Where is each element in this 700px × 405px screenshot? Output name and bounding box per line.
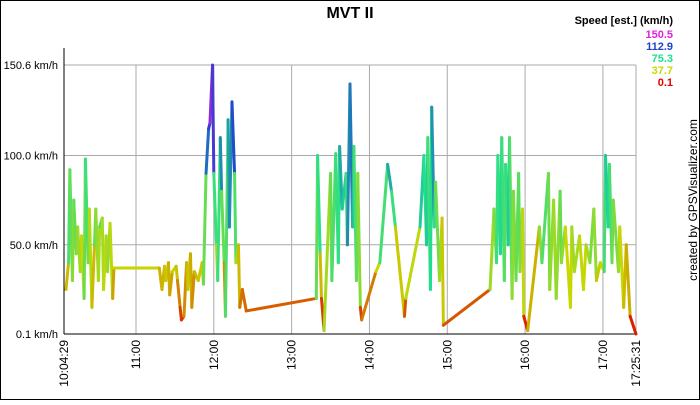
y-tick-label: 50.0 km/h bbox=[10, 240, 58, 252]
speed-segment bbox=[316, 153, 322, 256]
legend-value: 150.5 bbox=[645, 29, 673, 41]
speed-segment bbox=[236, 243, 242, 309]
speed-segment bbox=[230, 100, 237, 175]
x-tick-label: 17:25:31 bbox=[629, 340, 643, 387]
x-tick-label: 13:00 bbox=[285, 340, 299, 370]
speed-segment bbox=[211, 63, 216, 175]
credit: created by GPSVisualizer.com bbox=[686, 119, 700, 281]
speed-segment bbox=[374, 261, 382, 274]
legend-value: 37.7 bbox=[652, 65, 673, 77]
speed-segment bbox=[581, 243, 588, 291]
speed-segment bbox=[592, 207, 598, 283]
x-tick-label: 14:00 bbox=[362, 340, 376, 370]
speed-segment bbox=[240, 287, 248, 313]
legend-value: 0.1 bbox=[658, 77, 673, 89]
speed-segment bbox=[440, 216, 445, 327]
y-tick-label: 150.6 km/h bbox=[4, 60, 58, 72]
chart-title: MVT II bbox=[326, 5, 373, 22]
speed-segment bbox=[402, 296, 408, 318]
speed-segment bbox=[212, 171, 218, 247]
speed-segment bbox=[404, 225, 422, 300]
speed-segment bbox=[111, 266, 116, 300]
speed-segment bbox=[356, 171, 362, 309]
speed-segment bbox=[441, 287, 492, 327]
y-tick-label: 0.1 km/h bbox=[16, 329, 58, 341]
speed-segment bbox=[204, 127, 211, 175]
speed-segment bbox=[176, 279, 182, 309]
speed-segment bbox=[201, 171, 208, 286]
speed-segment bbox=[386, 162, 394, 193]
x-tick-label: 10:04:29 bbox=[57, 340, 71, 387]
legend-title: Speed [est.] (km/h) bbox=[575, 15, 674, 27]
speed-segment bbox=[190, 270, 196, 309]
speed-segment bbox=[628, 314, 638, 336]
speed-segment bbox=[168, 270, 174, 297]
x-tick-label: 12:00 bbox=[207, 340, 221, 370]
speed-segment bbox=[520, 207, 526, 318]
speed-segment bbox=[378, 162, 390, 265]
speed-segment bbox=[624, 243, 632, 318]
speed-segment bbox=[338, 145, 344, 211]
legend-value: 75.3 bbox=[652, 53, 673, 65]
speed-segment bbox=[318, 252, 323, 300]
speed-segment bbox=[526, 225, 541, 333]
speed-segment bbox=[174, 264, 180, 283]
speed-segment bbox=[96, 225, 102, 283]
speed-segment bbox=[233, 171, 238, 265]
speed-segment bbox=[218, 136, 224, 193]
x-tick-label: 17:00 bbox=[596, 340, 610, 370]
x-tick-label: 15:00 bbox=[440, 340, 454, 370]
speed-segment bbox=[90, 243, 97, 309]
speed-segment bbox=[64, 261, 71, 291]
x-tick-label: 11:00 bbox=[129, 340, 143, 369]
legend-value: 112.9 bbox=[646, 41, 673, 53]
speed-segment bbox=[220, 189, 226, 265]
speed-segment bbox=[594, 261, 602, 283]
speed-segment bbox=[393, 225, 406, 318]
speed-segment bbox=[390, 189, 397, 229]
speed-segment bbox=[244, 296, 318, 313]
y-tick-label: 100.0 km/h bbox=[4, 150, 58, 162]
speed-segment bbox=[360, 270, 378, 322]
x-tick-label: 16:00 bbox=[518, 340, 532, 370]
speed-segment bbox=[558, 189, 563, 265]
